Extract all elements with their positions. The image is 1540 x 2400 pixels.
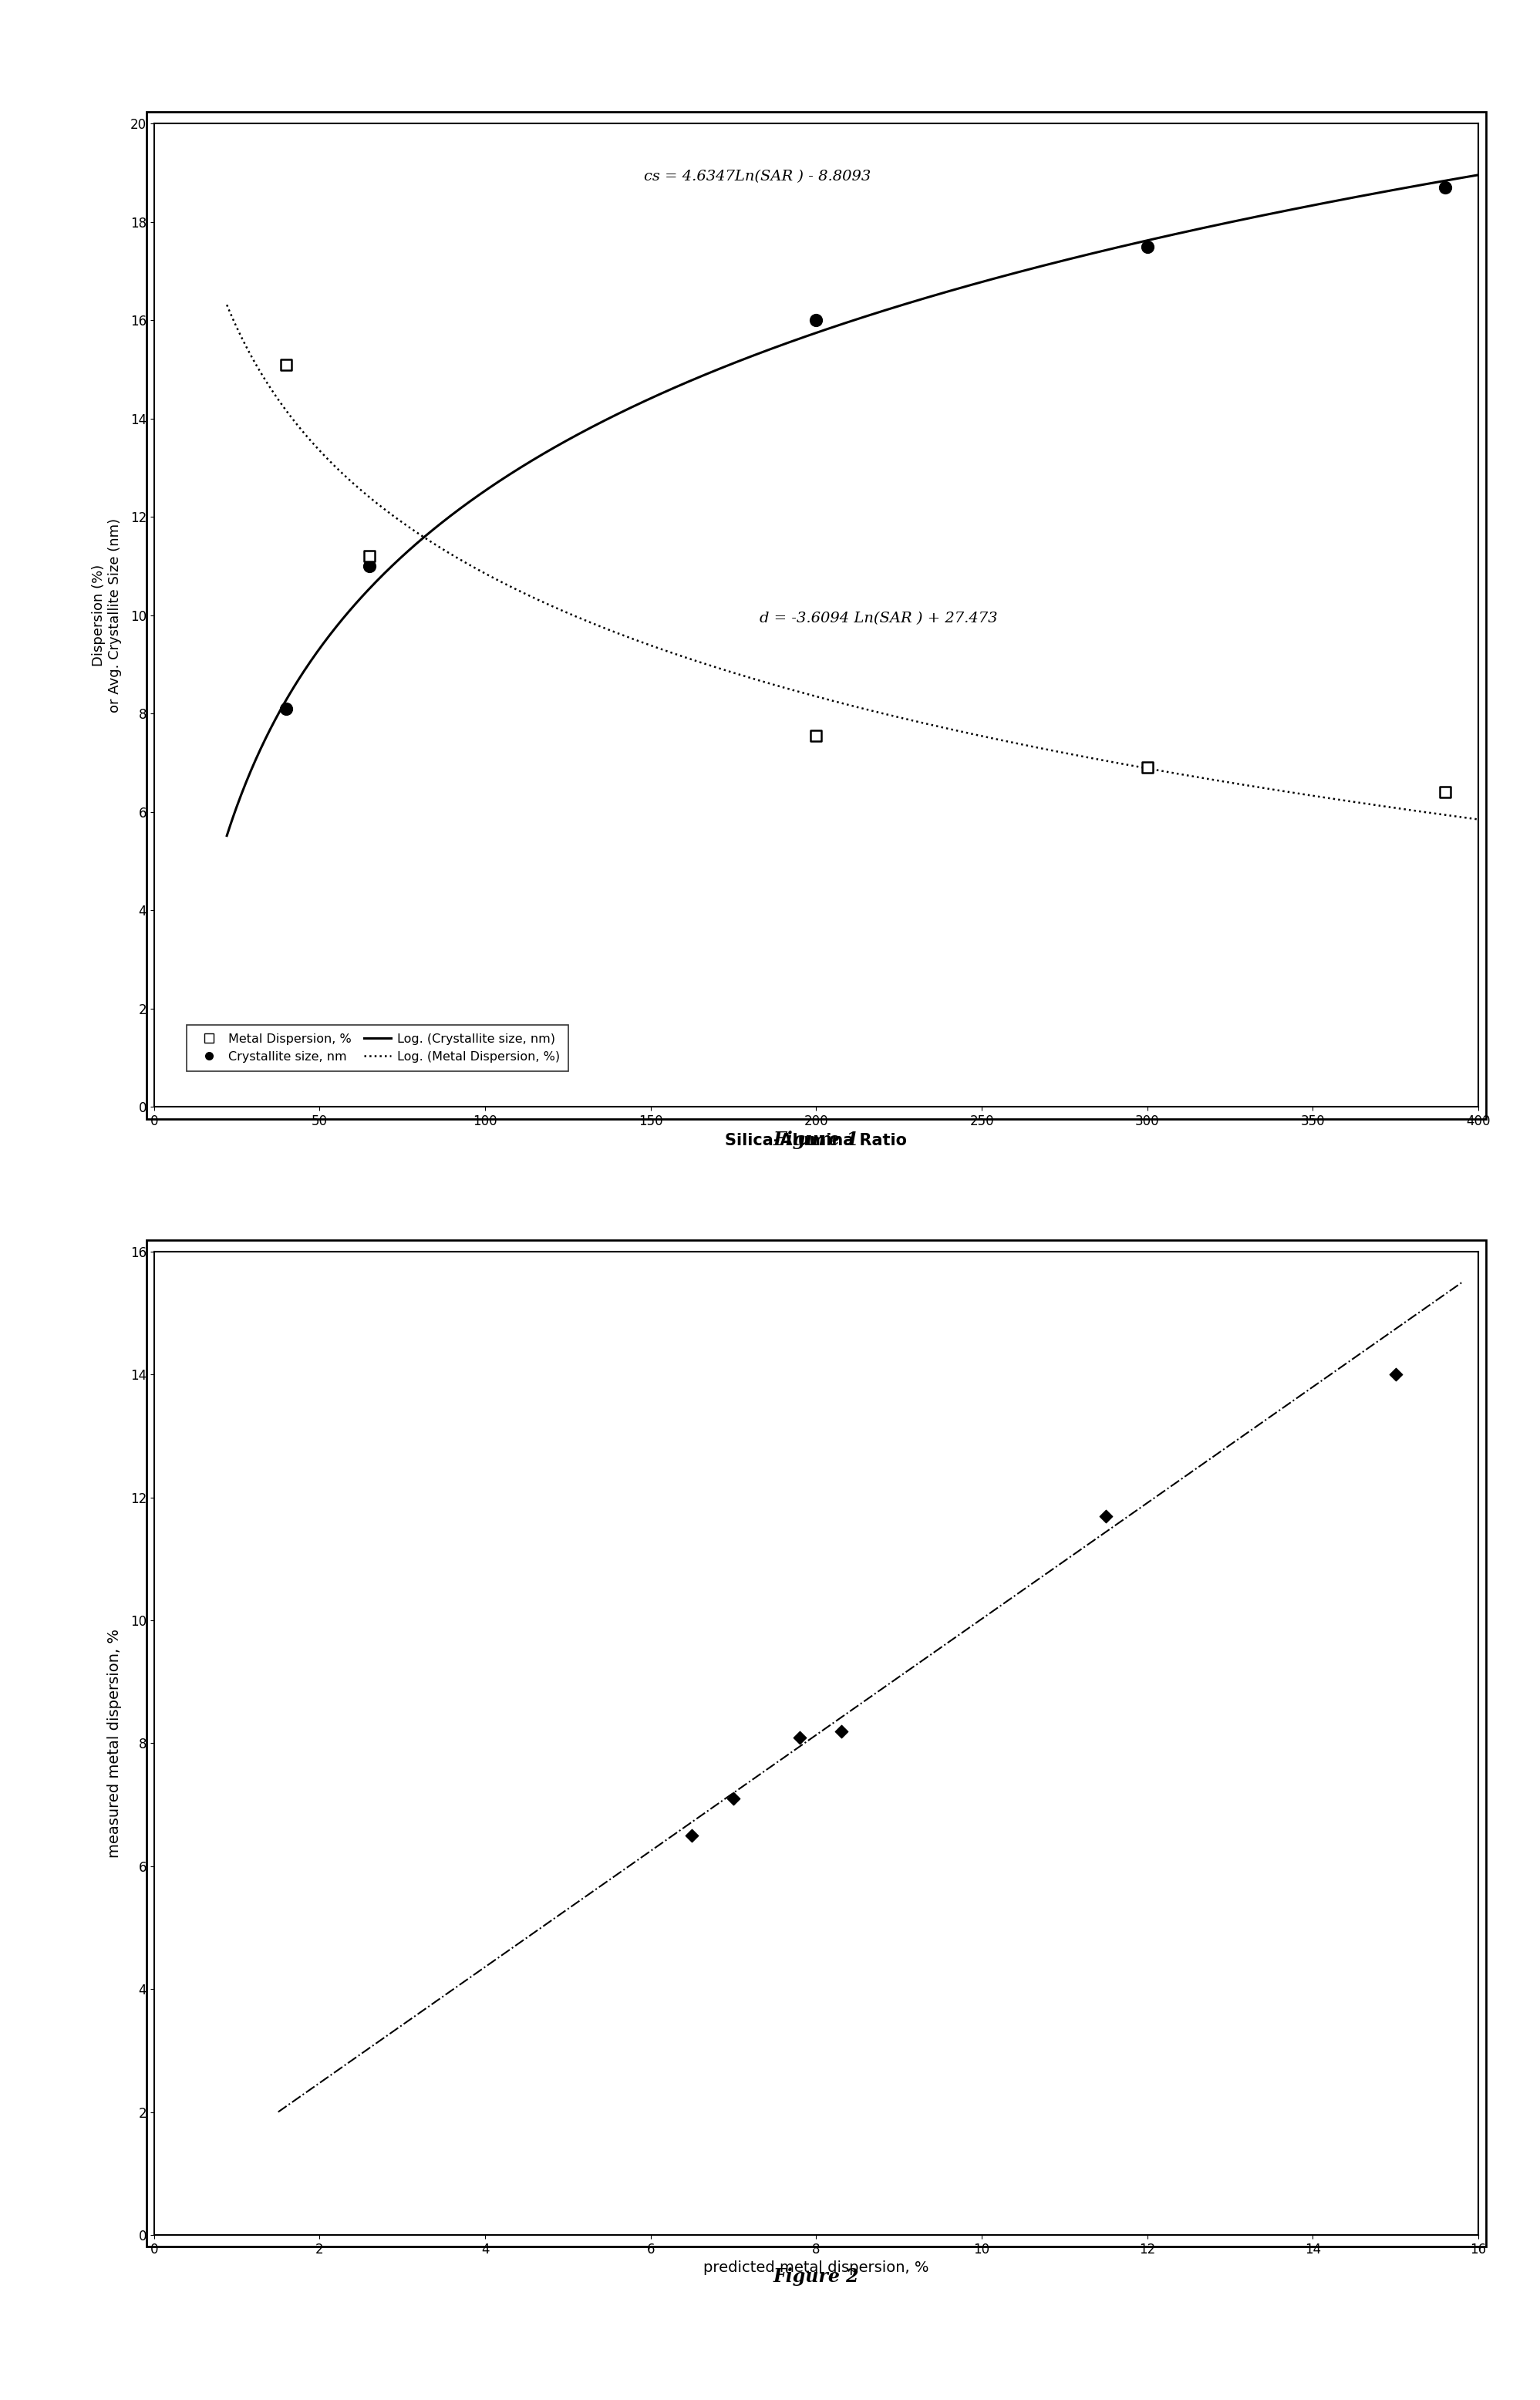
Y-axis label: measured metal dispersion, %: measured metal dispersion, %: [106, 1630, 122, 1858]
Point: [274, 346, 299, 384]
Point: [1135, 228, 1160, 266]
Point: [787, 1718, 812, 1757]
Point: [804, 718, 829, 756]
Point: [721, 1778, 745, 1817]
Y-axis label: Dispersion (%)
or Avg. Crystallite Size (nm): Dispersion (%) or Avg. Crystallite Size …: [91, 518, 122, 713]
Text: d = -3.6094 Ln(SAR ) + 27.473: d = -3.6094 Ln(SAR ) + 27.473: [759, 612, 998, 626]
Legend: Metal Dispersion, %, Crystallite size, nm, Log. (Crystallite size, nm), Log. (Me: Metal Dispersion, %, Crystallite size, n…: [186, 1025, 568, 1070]
Point: [274, 689, 299, 727]
Point: [829, 1711, 853, 1750]
Point: [357, 547, 382, 586]
Point: [1093, 1498, 1118, 1536]
Point: [1135, 749, 1160, 787]
Point: [679, 1817, 704, 1855]
Point: [804, 300, 829, 338]
Text: cs = 4.6347Ln(SAR ) - 8.8093: cs = 4.6347Ln(SAR ) - 8.8093: [644, 170, 872, 182]
Point: [1432, 773, 1457, 811]
Point: [357, 538, 382, 576]
X-axis label: predicted metal dispersion, %: predicted metal dispersion, %: [704, 2261, 929, 2275]
X-axis label: Silica-Alumina Ratio: Silica-Alumina Ratio: [725, 1133, 907, 1147]
Point: [1432, 168, 1457, 206]
Text: Figure 1: Figure 1: [773, 1130, 859, 1150]
Text: Figure 2: Figure 2: [773, 2268, 859, 2287]
Point: [1383, 1356, 1408, 1394]
